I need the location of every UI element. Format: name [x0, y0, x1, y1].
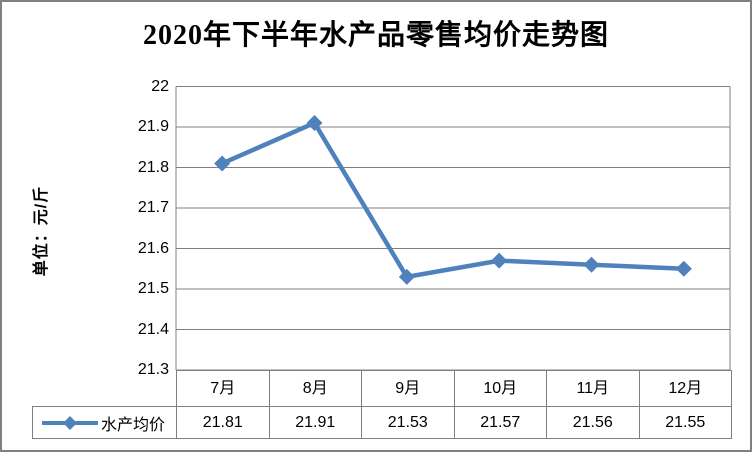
data-point-marker — [583, 256, 600, 273]
legend-cell: 水产均价 — [33, 407, 177, 438]
month-header-cell: 11月 — [547, 371, 640, 407]
month-header-cell: 7月 — [177, 371, 270, 407]
legend-series-label: 水产均价 — [101, 416, 166, 434]
month-header-cell: 12月 — [640, 371, 732, 407]
y-tick-label: 21.4 — [137, 320, 169, 338]
data-table-value-row: 水产均价 21.81 21.91 21.53 21.57 21.56 21.55 — [32, 406, 732, 439]
month-header-cell: 9月 — [362, 371, 455, 407]
y-tick-label: 21.8 — [137, 158, 169, 176]
value-cell: 21.55 — [665, 414, 706, 431]
series-line — [221, 120, 684, 280]
y-tick-label: 21.7 — [137, 199, 169, 216]
legend-line-marker-icon — [42, 415, 98, 430]
data-point-marker — [675, 260, 692, 277]
y-tick-label: 21.3 — [137, 361, 169, 378]
value-cell: 21.56 — [547, 407, 640, 438]
y-tick-label: 21.6 — [137, 239, 169, 257]
month-header-cell: 8月 — [270, 371, 362, 407]
y-tick-label: 22 — [151, 77, 169, 95]
data-point-marker — [398, 268, 415, 285]
data-table-header-row: 7月 8月 9月 10月 11月 12月 — [176, 370, 732, 407]
data-point-marker — [306, 114, 323, 131]
month-header-cell: 10月 — [455, 371, 547, 407]
value-cell: 21.81 — [177, 407, 270, 438]
chart-title: 2020年下半年水产品零售均价走势图 — [142, 20, 609, 51]
y-tick-label: 21.9 — [137, 118, 169, 135]
value-cell: 21.53 — [362, 407, 455, 438]
data-point-marker — [214, 155, 231, 172]
data-point-marker — [491, 252, 508, 269]
value-cell: 21.57 — [455, 407, 547, 438]
y-tick-label: 21.5 — [137, 280, 169, 297]
value-cell: 21.91 — [270, 407, 362, 438]
